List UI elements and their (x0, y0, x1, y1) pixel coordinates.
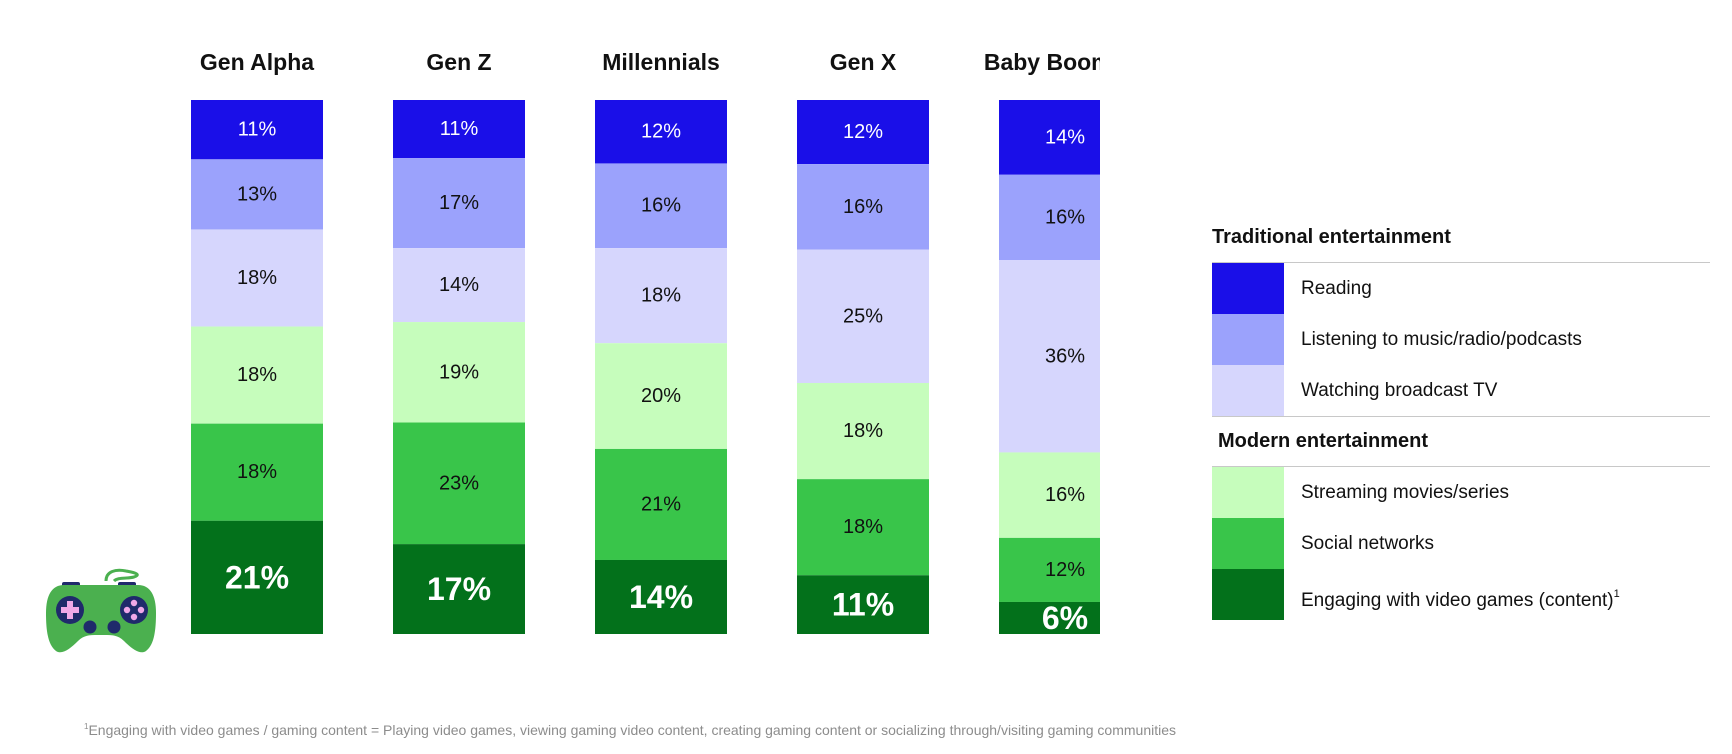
legend-item-broadcast-tv: Watching broadcast TV (1212, 365, 1712, 416)
bar-segment-gen-alpha-streaming-movies-series (191, 326, 323, 424)
data-label-gen-x-engaging-with-video-games-content: 11% (832, 587, 894, 623)
bar-segment-gen-alpha-watching-broadcast-tv (191, 229, 323, 327)
data-label-gen-z-watching-broadcast-tv: 14% (439, 274, 479, 296)
bar-segment-baby-boomers-social-networks (999, 537, 1100, 602)
legend-swatch-streaming (1212, 467, 1284, 518)
data-label-gen-z-listening-to-music-radio-podcasts: 17% (439, 192, 479, 214)
data-label-gen-alpha-listening-to-music-radio-podcasts: 13% (237, 183, 277, 205)
bar-segment-millennials-reading (595, 100, 727, 164)
data-label-gen-alpha-social-networks: 18% (237, 461, 277, 483)
bar-segment-baby-boomers-watching-broadcast-tv (999, 260, 1100, 453)
legend-heading-modern: Modern entertainment (1218, 430, 1429, 452)
bar-segment-baby-boomers-streaming-movies-series (999, 452, 1100, 538)
data-label-baby-boomers-streaming-movies-series: 16% (1045, 484, 1085, 506)
category-label-millennials: Millennials (602, 49, 720, 75)
bar-segment-gen-alpha-engaging-with-video-games-content (191, 520, 323, 634)
bar-segment-gen-x-watching-broadcast-tv (797, 249, 929, 384)
legend-item-reading: Reading (1212, 263, 1712, 314)
legend-divider (1212, 262, 1710, 263)
legend-swatch-broadcast-tv (1212, 365, 1284, 416)
bar-segment-gen-alpha-listening-to-music-radio-podcasts (191, 159, 323, 230)
data-label-gen-x-listening-to-music-radio-podcasts: 16% (843, 196, 883, 218)
data-label-gen-z-reading: 11% (440, 118, 479, 140)
bar-segment-millennials-listening-to-music-radio-podcasts (595, 163, 727, 249)
legend-divider (1212, 416, 1710, 417)
bar-segment-gen-z-streaming-movies-series (393, 322, 525, 423)
legend-divider (1212, 466, 1710, 467)
bar-segment-gen-x-reading (797, 100, 929, 165)
category-labels: Gen Alpha Gen Z Millennials Gen X Baby Boome… (200, 49, 1100, 75)
category-label-baby-boomers: Baby Boomers (984, 49, 1100, 75)
legend-label-listening: Listening to music/radio/podcasts (1301, 329, 1582, 350)
data-label-gen-alpha-watching-broadcast-tv: 18% (237, 267, 277, 289)
data-label-baby-boomers-reading: 14% (1045, 126, 1085, 148)
bar-segment-millennials-engaging-with-video-games-content (595, 559, 727, 634)
bar-segment-gen-x-engaging-with-video-games-content (797, 575, 929, 634)
bar-segment-baby-boomers-listening-to-music-radio-podcasts (999, 174, 1100, 261)
bar-segment-gen-z-reading (393, 100, 525, 159)
bar-segment-gen-z-social-networks (393, 422, 525, 545)
data-label-baby-boomers-listening-to-music-radio-podcasts: 16% (1045, 206, 1085, 228)
footnote: 1Engaging with video games / gaming cont… (84, 722, 1176, 738)
data-label-gen-x-streaming-movies-series: 18% (843, 420, 883, 442)
data-label-gen-z-social-networks: 23% (439, 472, 479, 494)
bar-segment-baby-boomers-reading (999, 100, 1100, 175)
legend-swatch-listening (1212, 314, 1284, 365)
stacked-bar-chart: Gen Alpha Gen Z Millennials Gen X Baby Boome… (191, 49, 1100, 636)
data-label-baby-boomers-engaging-with-video-games-content: 6% (1042, 600, 1088, 636)
category-label-gen-z: Gen Z (426, 49, 491, 75)
footnote-text: Engaging with video games / gaming conte… (88, 722, 1177, 738)
legend-label-video-games-text: Engaging with video games (content) (1301, 590, 1614, 611)
data-label-millennials-engaging-with-video-games-content: 14% (629, 579, 693, 615)
data-label-millennials-watching-broadcast-tv: 18% (641, 285, 681, 307)
data-label-gen-alpha-streaming-movies-series: 18% (237, 364, 277, 386)
data-label-millennials-listening-to-music-radio-podcasts: 16% (641, 195, 681, 217)
bar-segment-gen-z-watching-broadcast-tv (393, 248, 525, 323)
legend-label-broadcast-tv: Watching broadcast TV (1301, 380, 1498, 401)
bar-segment-gen-alpha-social-networks (191, 423, 323, 521)
legend-item-streaming: Streaming movies/series (1212, 467, 1712, 518)
bar-segment-gen-x-listening-to-music-radio-podcasts (797, 164, 929, 250)
bar-segment-millennials-watching-broadcast-tv (595, 248, 727, 344)
bar-segment-millennials-social-networks (595, 448, 727, 560)
bar-segment-millennials-streaming-movies-series (595, 343, 727, 449)
legend-item-social: Social networks (1212, 518, 1712, 569)
footnote-marker: 1 (84, 722, 89, 731)
category-label-gen-x: Gen X (830, 49, 897, 75)
data-label-gen-alpha-reading: 11% (238, 119, 277, 141)
data-label-gen-alpha-engaging-with-video-games-content: 21% (225, 559, 289, 595)
bar-segment-gen-x-social-networks (797, 479, 929, 576)
bar-segment-gen-z-engaging-with-video-games-content (393, 544, 525, 634)
legend-item-video-games: Engaging with video games (content)1 (1212, 569, 1712, 620)
bar-segment-gen-alpha-reading (191, 100, 323, 160)
data-label-gen-x-watching-broadcast-tv: 25% (843, 305, 883, 327)
legend-heading-traditional: Traditional entertainment (1212, 226, 1451, 248)
bar-segment-baby-boomers-engaging-with-video-games-content (999, 601, 1100, 634)
data-label-baby-boomers-social-networks: 12% (1045, 559, 1085, 581)
data-label-gen-z-engaging-with-video-games-content: 17% (427, 571, 491, 607)
legend-swatch-social (1212, 518, 1284, 569)
category-label-gen-alpha: Gen Alpha (200, 49, 314, 75)
data-label-gen-x-reading: 12% (843, 121, 883, 143)
data-label-gen-z-streaming-movies-series: 19% (439, 361, 479, 383)
gamepad-icon (46, 568, 156, 653)
legend-swatch-reading (1212, 263, 1284, 314)
legend-label-video-games: Engaging with video games (content)1 (1301, 569, 1620, 626)
legend-swatch-video-games (1212, 569, 1284, 620)
data-label-gen-x-social-networks: 18% (843, 516, 883, 538)
data-label-millennials-social-networks: 21% (641, 493, 681, 515)
footnote-marker: 1 (1613, 588, 1620, 600)
legend-label-streaming: Streaming movies/series (1301, 482, 1510, 503)
data-label-millennials-reading: 12% (641, 121, 681, 143)
bar-segment-gen-x-streaming-movies-series (797, 383, 929, 480)
data-label-baby-boomers-watching-broadcast-tv: 36% (1045, 345, 1085, 367)
legend-label-social: Social networks (1301, 533, 1435, 554)
legend-label-reading: Reading (1301, 278, 1372, 299)
data-label-millennials-streaming-movies-series: 20% (641, 385, 681, 407)
legend-item-listening: Listening to music/radio/podcasts (1212, 314, 1712, 365)
bars: 11% 13% 18% 18% 18% 21% 11% 17% 14% 19% 23% 17% 12% 1… (191, 100, 1100, 636)
bar-segment-gen-z-listening-to-music-radio-podcasts (393, 158, 525, 249)
